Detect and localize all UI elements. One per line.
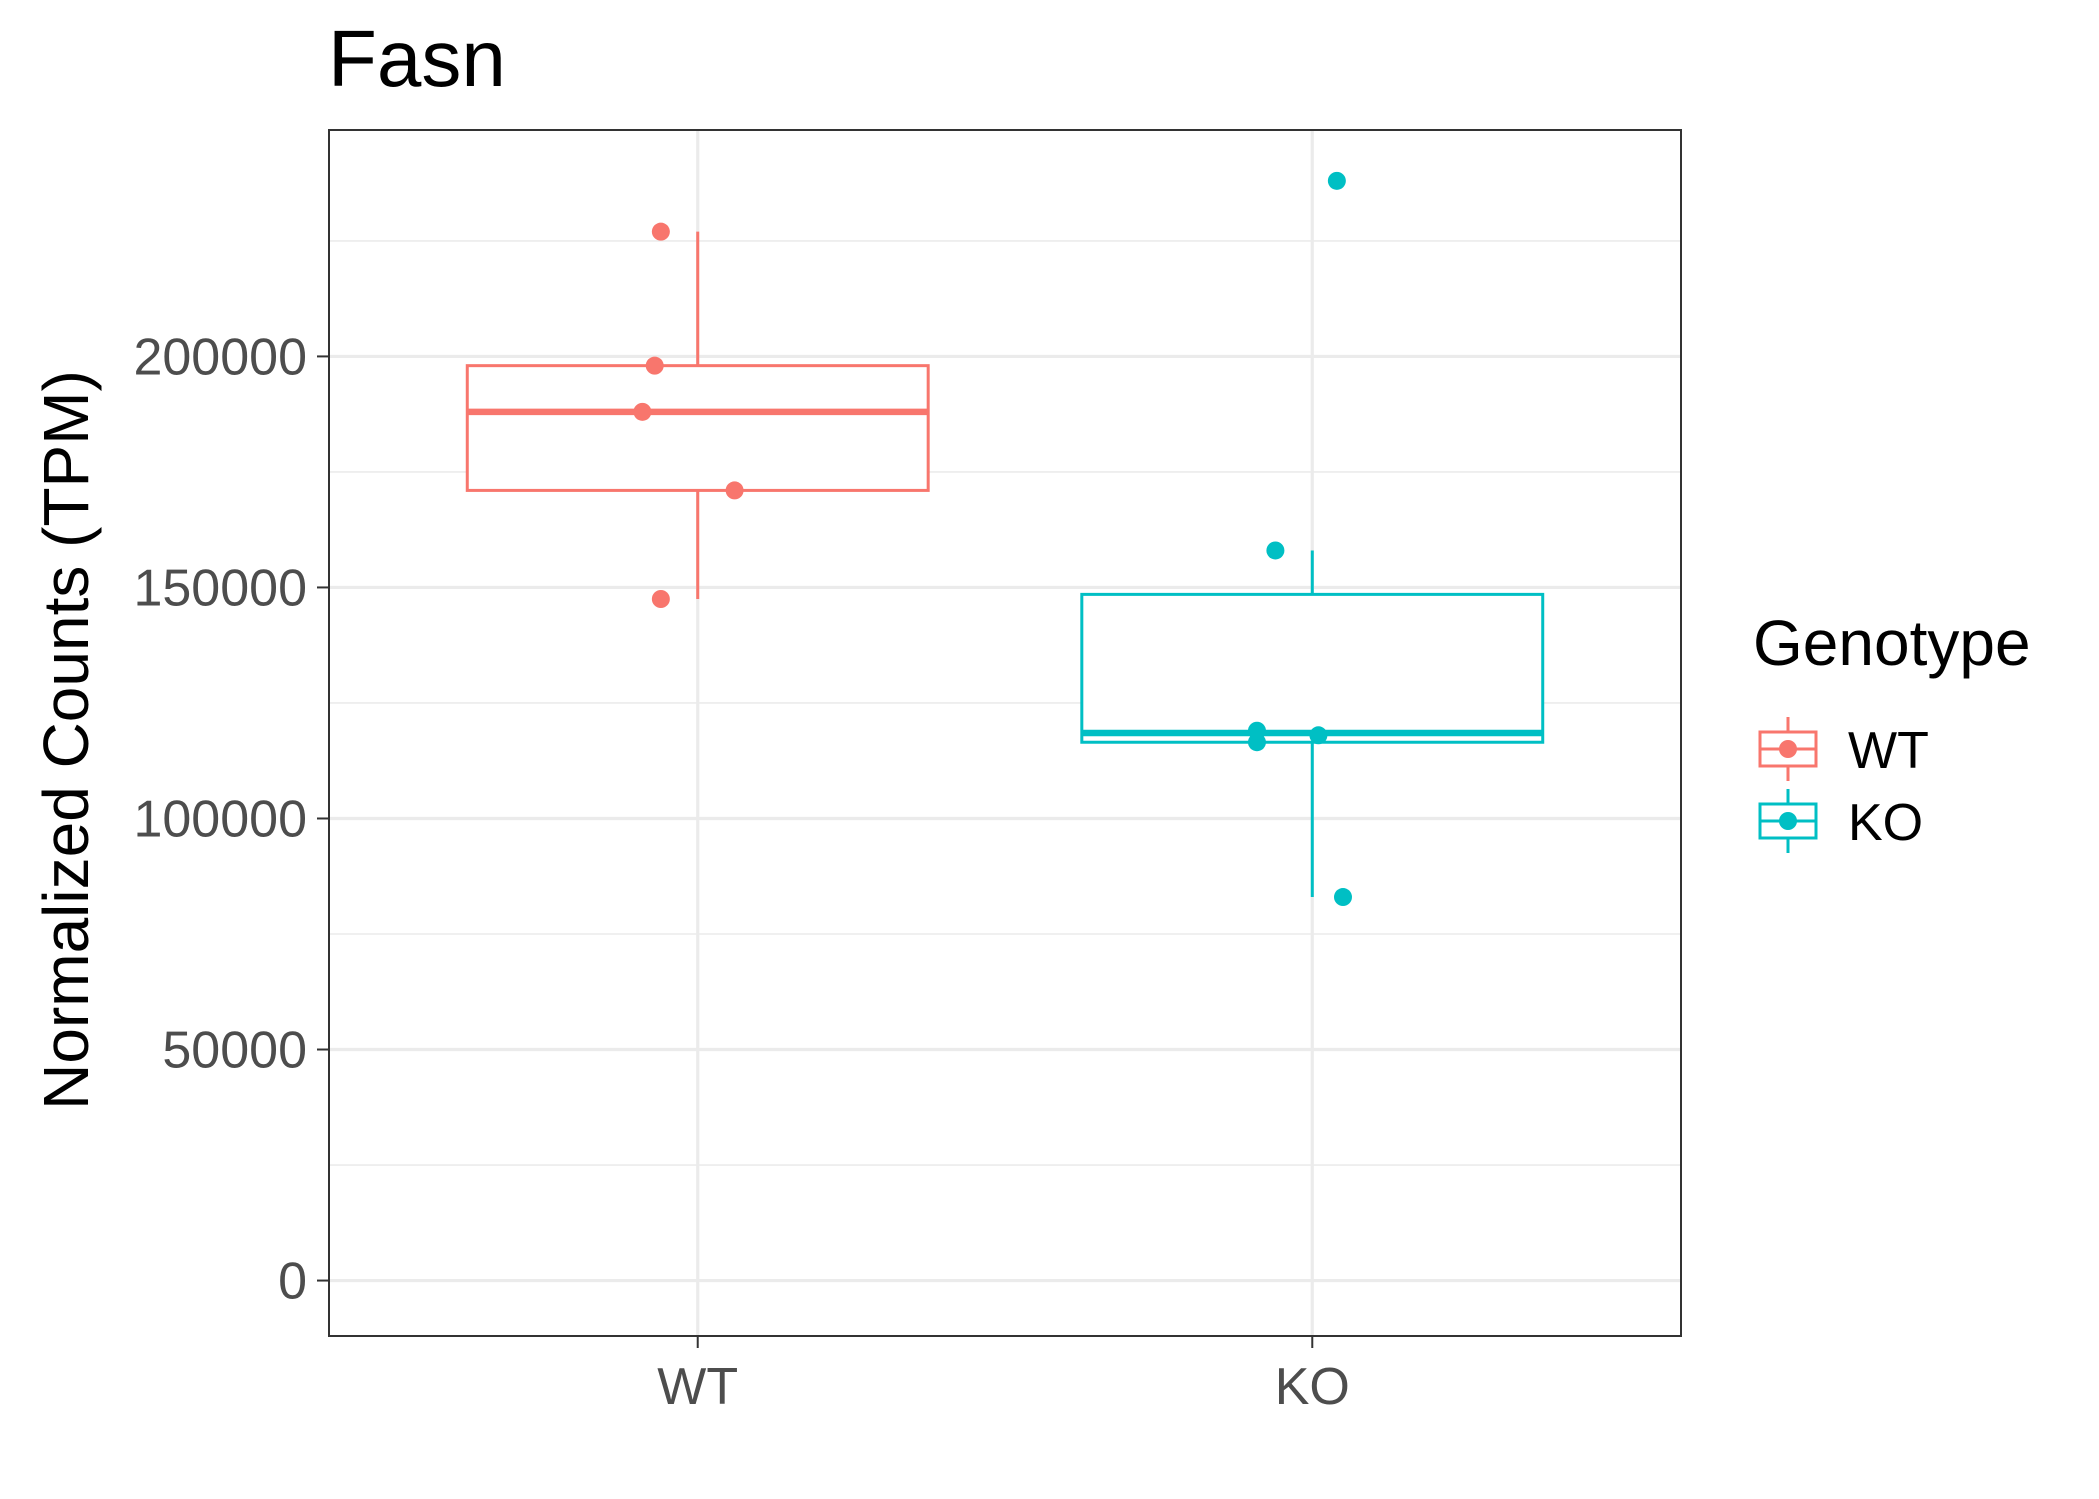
y-tick-label: 100000 — [133, 790, 307, 848]
y-tick-label: 50000 — [162, 1022, 307, 1080]
data-point — [1309, 726, 1328, 745]
data-point — [633, 402, 652, 421]
box — [1080, 592, 1545, 744]
plot-border — [328, 129, 1682, 1337]
legend-title: Genotype — [1753, 607, 2031, 679]
axes: 0 50000 100000 150000 200000 WT KO — [133, 328, 1349, 1416]
legend-key-point — [1779, 812, 1797, 830]
y-tick-label: 0 — [278, 1253, 307, 1311]
data-point — [651, 222, 670, 241]
legend-key-point — [1779, 740, 1797, 758]
grid-lines — [329, 130, 1681, 1336]
data-point — [1327, 171, 1346, 190]
legend: Genotype WT KO — [1753, 607, 2031, 853]
data-point — [1266, 541, 1285, 560]
data-point — [651, 590, 670, 608]
data-point — [645, 356, 664, 375]
boxplot-ko — [1080, 171, 1545, 907]
data-point — [1247, 733, 1266, 752]
legend-item-ko: KO — [1758, 789, 1923, 853]
chart-marks — [465, 171, 1545, 907]
x-tick-label: WT — [657, 1358, 738, 1416]
box — [465, 364, 930, 492]
legend-label: KO — [1848, 794, 1923, 852]
boxplot-wt — [465, 222, 930, 608]
data-point — [1334, 888, 1352, 907]
y-axis-label: Normalized Counts (TPM) — [30, 370, 102, 1110]
legend-item-wt: WT — [1758, 717, 1929, 781]
chart-title: Fasn — [328, 14, 506, 103]
y-tick-label: 150000 — [133, 559, 307, 617]
data-point — [725, 481, 744, 500]
y-tick-label: 200000 — [133, 328, 307, 386]
legend-label: WT — [1848, 722, 1929, 780]
x-tick-label: KO — [1275, 1358, 1350, 1416]
